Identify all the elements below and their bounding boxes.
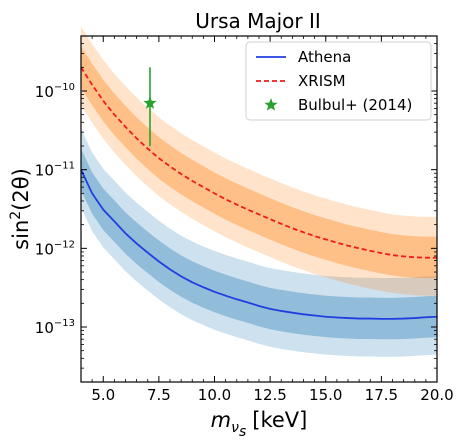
y-axis-label-base: sin [9,220,33,250]
data-points [143,67,157,146]
x-tick-label: 15.0 [309,386,342,404]
y-tick-label: 10−11 [35,161,75,180]
legend-label-xrism: XRISM [298,72,346,90]
athena-inner-band [81,148,437,340]
xrism-median-line [80,66,437,259]
y-tick-label: 10−10 [35,82,75,101]
y-axis-ticks: 10−13 10−12 10−11 10−10 [35,35,437,383]
x-axis-ticks: 5.0 7.5 10.0 12.5 15.0 17.5 20.0 [91,36,454,404]
x-tick-label: 7.5 [147,386,171,404]
x-tick-label: 5.0 [91,386,115,404]
y-axis-label-argument: (2θ) [9,168,33,211]
bulbul-2014-marker [143,96,157,109]
xrism-outer-band [81,26,437,296]
legend-items: Athena XRISM Bulbul+ (2014) [256,48,412,114]
legend-label-bulbul-2014: Bulbul+ (2014) [298,96,412,114]
legend-label-athena: Athena [298,48,351,66]
x-tick-label: 12.5 [253,386,286,404]
y-tick-label: 10−13 [35,318,75,337]
x-axis-label: mνs [keV] [211,408,308,440]
legend-box [245,41,432,121]
x-axis-label-unit: [keV] [252,408,307,432]
xrism-inner-band [81,46,437,279]
x-tick-label: 10.0 [198,386,231,404]
x-tick-label: 17.5 [365,386,398,404]
x-axis-label-subsubscript: s [239,424,246,440]
chart-title: Ursa Major II [195,9,321,33]
legend: Athena XRISM Bulbul+ (2014) [245,41,432,121]
x-axis-label-base: m [211,408,231,432]
y-axis-label: sin2(2θ) [8,168,33,250]
y-tick-label: 10−12 [35,239,75,258]
legend-swatch-bulbul-2014 [264,98,278,111]
athena-outer-band [81,128,437,357]
series-lines [80,66,438,320]
confidence-bands [81,26,437,357]
x-tick-label: 20.0 [420,386,453,404]
x-axis-label-subscript: ν [231,420,239,436]
y-axis-label-superscript: 2 [8,211,24,220]
athena-median-line [80,169,438,320]
